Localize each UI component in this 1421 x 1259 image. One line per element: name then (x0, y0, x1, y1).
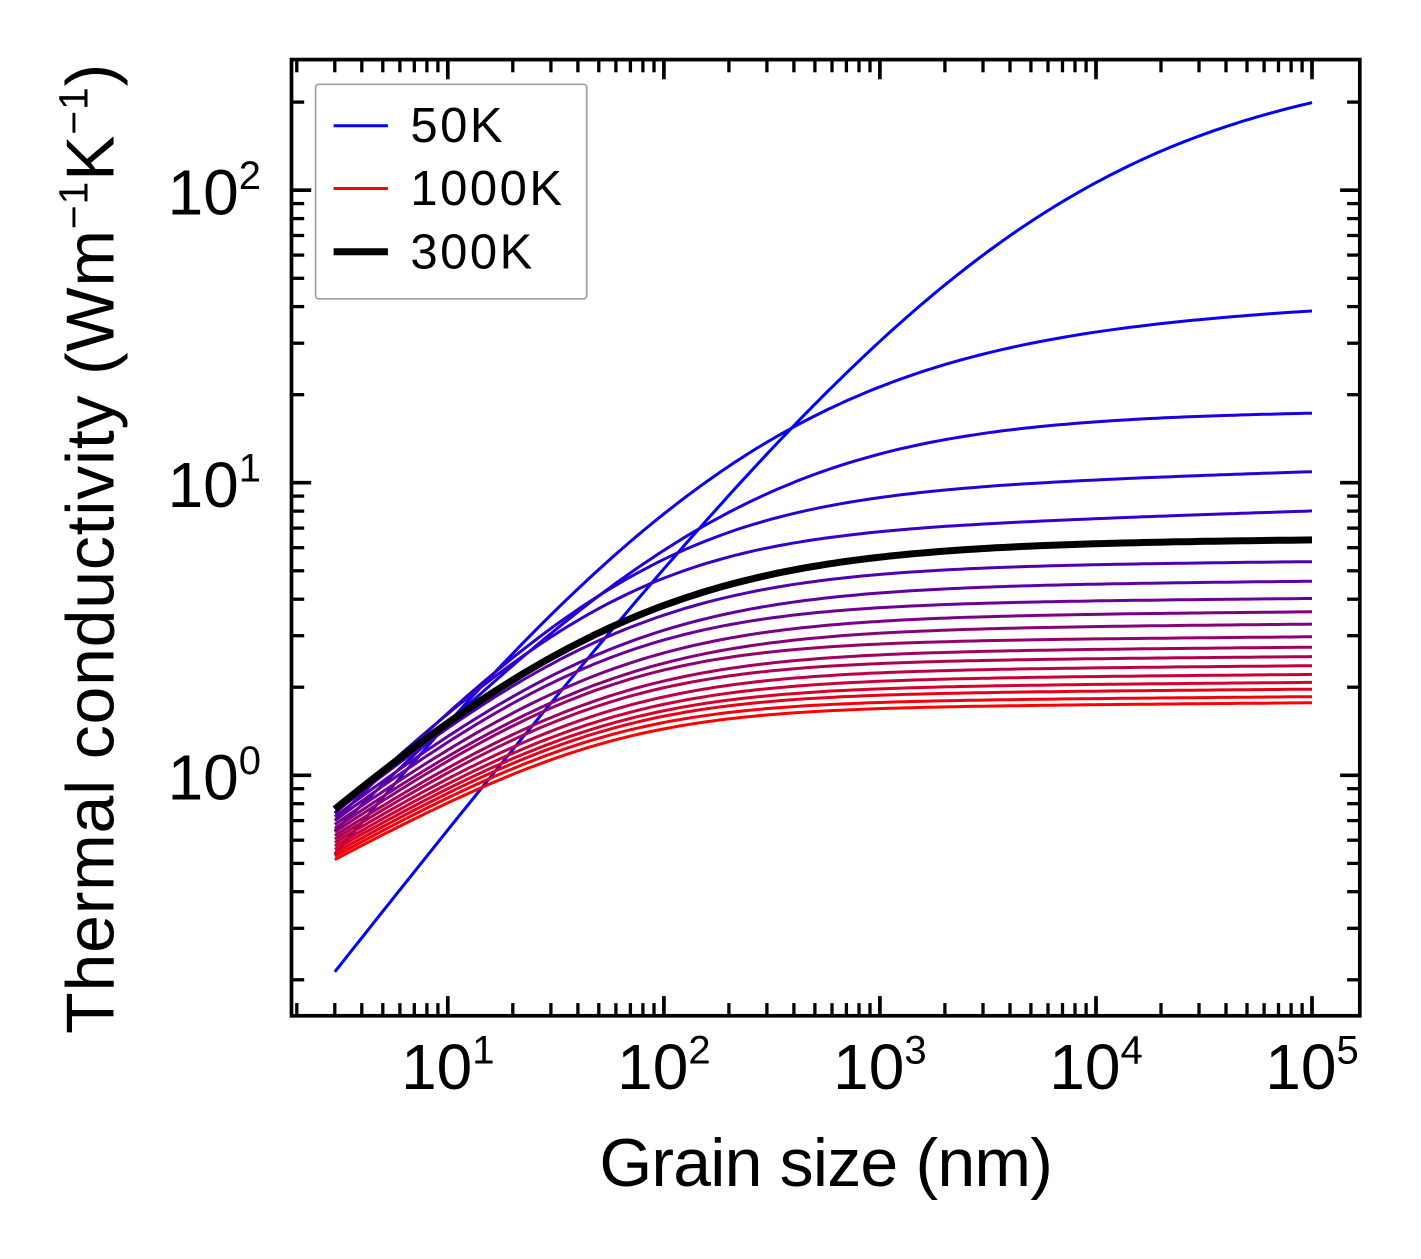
svg-text:105: 105 (1265, 1029, 1358, 1104)
svg-text:1000K: 1000K (410, 162, 564, 216)
svg-text:300K: 300K (410, 225, 534, 279)
svg-text:50K: 50K (410, 99, 505, 153)
svg-text:Grain size (nm): Grain size (nm) (599, 1125, 1052, 1201)
svg-text:101: 101 (168, 446, 261, 521)
